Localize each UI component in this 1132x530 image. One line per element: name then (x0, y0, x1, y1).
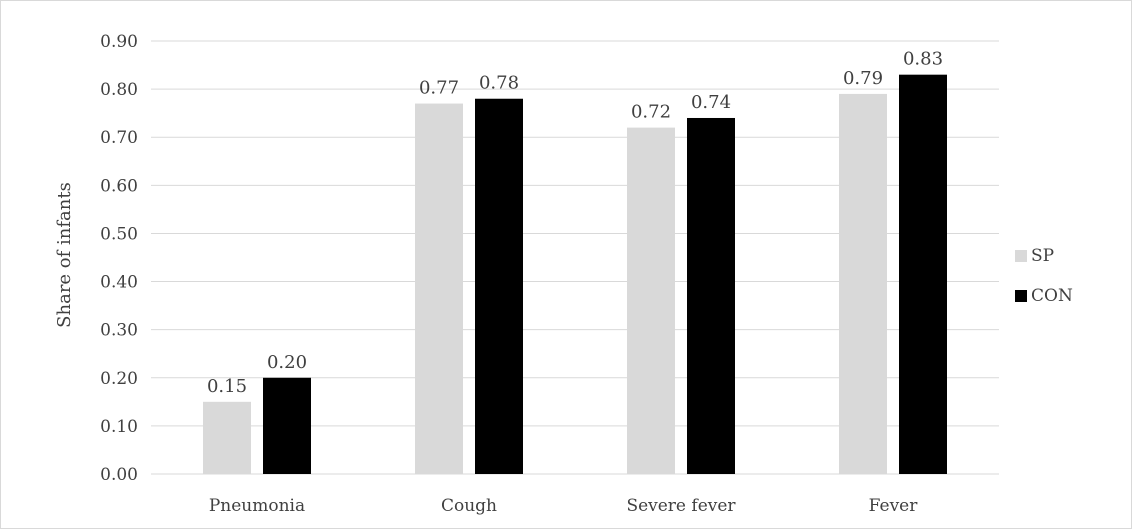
y-tick-label: 0.10 (100, 417, 138, 437)
data-label: 0.15 (207, 376, 247, 397)
y-tick-label: 0.90 (100, 32, 138, 52)
bar-sp-pneumonia (203, 401, 251, 474)
data-label: 0.74 (691, 92, 731, 113)
y-tick-label: 0.30 (100, 321, 138, 341)
y-axis-title: Share of infants (54, 182, 75, 328)
y-tick-label: 0.50 (100, 224, 138, 244)
data-label: 0.79 (843, 68, 883, 89)
bar-con-severe-fever (687, 117, 735, 474)
y-tick-label: 0.80 (100, 80, 138, 100)
y-tick-label: 0.00 (100, 465, 138, 485)
legend-label-con: CON (1031, 286, 1073, 306)
data-label: 0.78 (479, 73, 519, 94)
bar-con-pneumonia (263, 377, 311, 474)
x-category-label: Pneumonia (209, 496, 305, 516)
data-label: 0.20 (267, 352, 307, 373)
legend-label-sp: SP (1031, 246, 1054, 266)
data-label: 0.77 (419, 78, 459, 99)
x-category-label: Fever (869, 496, 919, 516)
data-labels: 0.15 0.20 0.77 0.78 0.72 0.74 0.79 0.83 (207, 49, 943, 397)
legend-swatch-con (1015, 290, 1027, 302)
legend: SP CON (1015, 246, 1073, 306)
bar-sp-severe-fever (627, 127, 675, 474)
data-label: 0.72 (631, 102, 671, 123)
bars (203, 74, 947, 475)
y-tick-label: 0.60 (100, 176, 138, 196)
bar-sp-fever (839, 93, 887, 474)
x-axis-categories: Pneumonia Cough Severe fever Fever (209, 496, 918, 516)
x-category-label: Severe fever (626, 496, 736, 516)
y-tick-label: 0.40 (100, 273, 138, 293)
y-axis-ticks: 0.00 0.10 0.20 0.30 0.40 0.50 0.60 0.70 0.80 0.90 (100, 32, 138, 485)
bar-sp-cough (415, 103, 463, 475)
bar-con-cough (475, 98, 523, 474)
y-tick-label: 0.20 (100, 369, 138, 389)
x-category-label: Cough (441, 496, 497, 516)
data-label: 0.83 (903, 49, 943, 70)
bar-con-fever (899, 74, 947, 474)
y-tick-label: 0.70 (100, 128, 138, 148)
legend-swatch-sp (1015, 250, 1027, 262)
